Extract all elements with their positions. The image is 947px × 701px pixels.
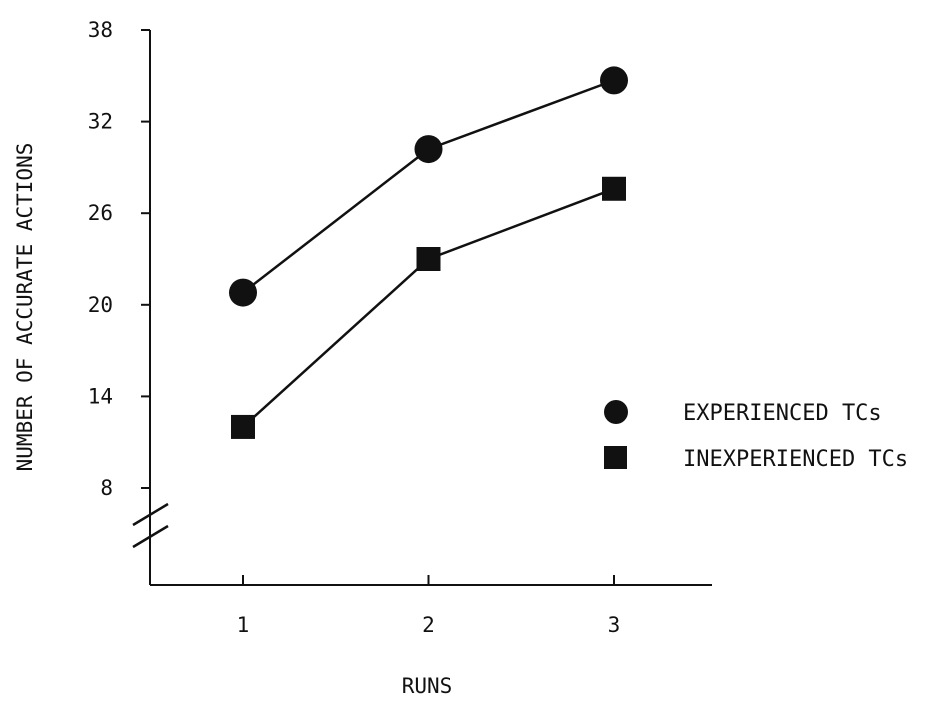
series-0 [229,66,628,307]
x-tick-label: 3 [608,613,621,637]
series-1 [231,176,626,439]
series-layer [229,66,628,439]
y-axis-title: NUMBER OF ACCURATE ACTIONS [13,143,37,472]
legend-marker-inexperienced [604,446,627,469]
y-tick-label: 26 [88,201,113,225]
y-tick-label: 8 [100,476,113,500]
x-axis-title: RUNS [402,674,453,698]
series-line [242,187,615,428]
y-axis-break [132,502,169,549]
y-tick-label: 14 [88,384,113,408]
y-axis-ticks: 8 14 20 26 32 38 [88,18,150,500]
y-tick-label: 32 [88,110,113,134]
legend-label-experienced: EXPERIENCED TCs [683,401,882,426]
legend: EXPERIENCED TCs INEXPERIENCED TCs [604,400,908,472]
legend-label-inexperienced: INEXPERIENCED TCs [683,447,908,472]
data-point-circle [229,278,257,307]
data-point-square [231,414,255,439]
x-tick-label: 1 [237,613,250,637]
legend-marker-experienced [604,400,628,424]
x-axis-ticks: 1 2 3 [237,575,621,637]
y-tick-label: 38 [88,18,113,42]
data-point-circle [414,135,443,164]
x-tick-label: 2 [422,613,435,637]
data-point-square [416,247,441,271]
y-tick-label: 20 [88,293,113,317]
data-point-circle [600,66,628,95]
data-point-square [602,176,626,201]
